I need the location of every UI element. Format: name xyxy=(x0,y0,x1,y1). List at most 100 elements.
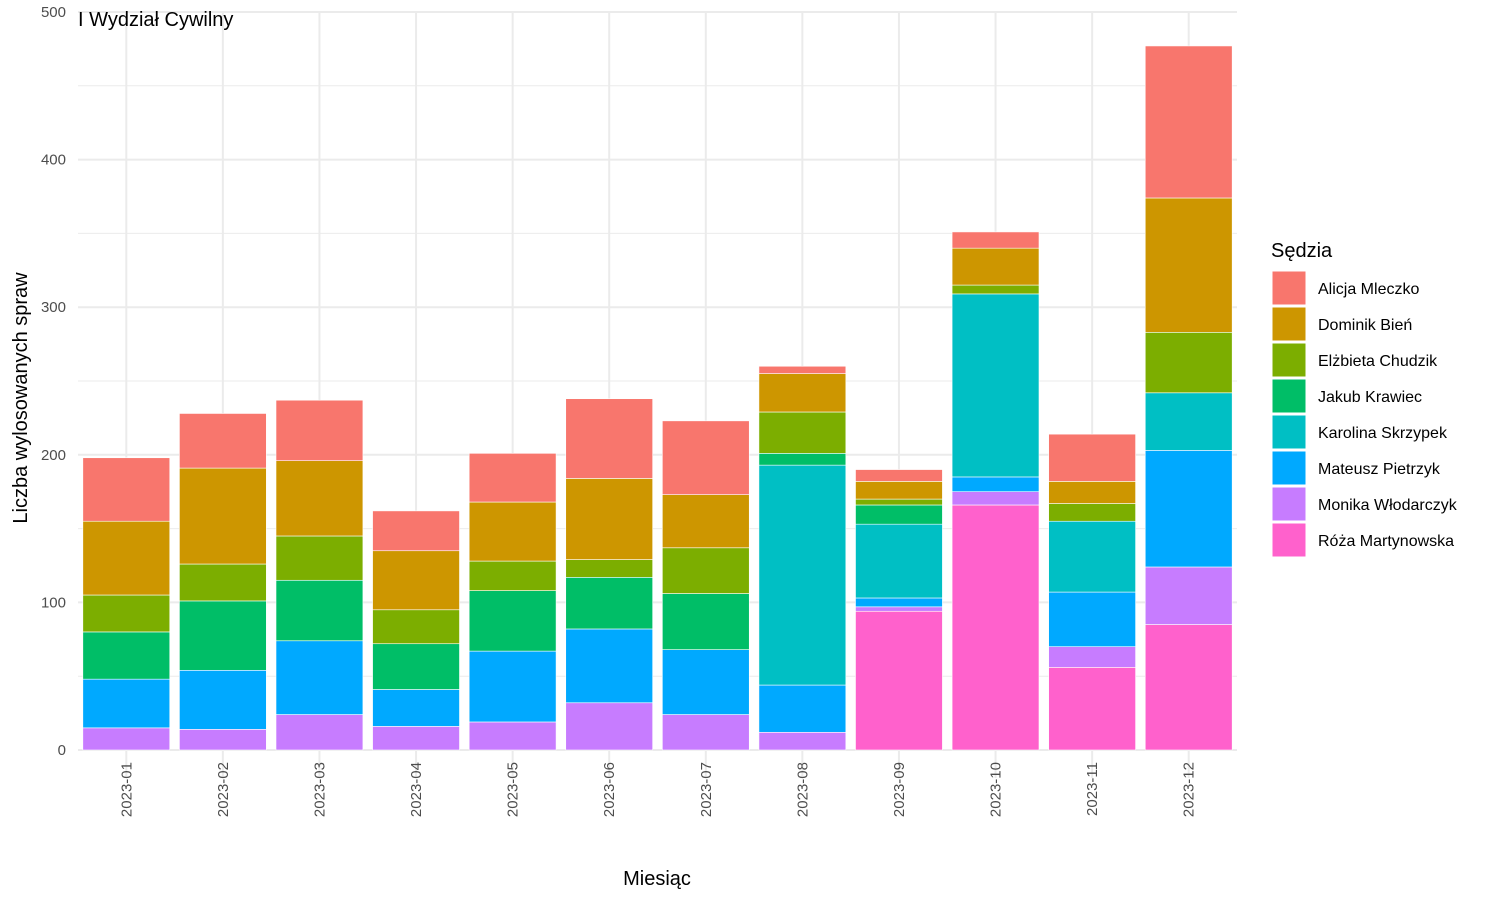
bar-segment xyxy=(951,231,1040,249)
grid-minor xyxy=(78,85,1237,677)
bar-segment xyxy=(951,284,1040,295)
bar-segment xyxy=(82,594,171,633)
bar-segment xyxy=(275,714,364,751)
bar-segment xyxy=(1144,331,1233,394)
x-tick-label: 2023-07 xyxy=(698,762,715,817)
bars xyxy=(82,45,1233,751)
y-tick-label: 0 xyxy=(58,742,66,759)
bar-segment xyxy=(1144,450,1233,568)
bar-segment xyxy=(82,678,171,729)
legend-label: Karolina Skrzypek xyxy=(1318,425,1448,442)
x-tick-label: 2023-12 xyxy=(1181,762,1198,817)
bar-segment xyxy=(372,689,460,727)
x-tick-label: 2023-01 xyxy=(118,762,135,817)
bar-segment xyxy=(1144,566,1233,625)
bar-segment xyxy=(758,453,847,466)
bar-segment xyxy=(565,398,653,479)
bar-segment xyxy=(662,649,750,715)
bar-segment xyxy=(662,714,750,751)
legend-swatch xyxy=(1271,378,1307,414)
x-tick-label: 2023-09 xyxy=(891,762,908,817)
bar-segment xyxy=(372,726,460,751)
bar-segment xyxy=(275,460,364,537)
bar-segment xyxy=(951,504,1040,751)
y-tick-label: 400 xyxy=(41,152,66,169)
bar-segment xyxy=(855,469,943,482)
bar-segment xyxy=(855,523,943,599)
bar-segment xyxy=(565,628,653,704)
y-tick-label: 200 xyxy=(41,447,66,464)
bar-segment xyxy=(758,373,847,413)
bar-segment xyxy=(1048,433,1136,482)
bar-segment xyxy=(855,597,943,608)
bar-segment xyxy=(1048,520,1136,593)
bar-segment xyxy=(662,494,750,549)
bar-segment xyxy=(855,481,943,500)
bar-segment xyxy=(1048,646,1136,668)
bar-segment xyxy=(468,590,557,652)
bar-segment xyxy=(1144,45,1233,199)
bar-segment xyxy=(565,577,653,630)
legend-swatch xyxy=(1271,306,1307,342)
bar-segment xyxy=(372,510,460,552)
bar-segment xyxy=(758,365,847,374)
legend-label: Dominik Bień xyxy=(1318,317,1412,334)
x-tick-label: 2023-10 xyxy=(988,762,1005,817)
legend-swatch xyxy=(1271,522,1307,558)
bar-segment xyxy=(758,411,847,454)
bar-segment xyxy=(82,631,171,680)
bar-segment xyxy=(1048,503,1136,522)
bar-segment xyxy=(372,643,460,690)
bar-segment xyxy=(758,464,847,686)
bar-segment xyxy=(1048,591,1136,647)
bar-segment xyxy=(1048,667,1136,751)
bar-segment xyxy=(951,491,1040,506)
y-tick-label: 500 xyxy=(41,4,66,21)
bar-segment xyxy=(662,420,750,495)
x-tick-label: 2023-08 xyxy=(794,762,811,817)
bar-segment xyxy=(565,702,653,751)
legend-label: Elżbieta Chudzik xyxy=(1318,353,1438,370)
x-tick-label: 2023-02 xyxy=(215,762,232,817)
bar-segment xyxy=(662,593,750,650)
bar-segment xyxy=(468,560,557,591)
bar-segment xyxy=(275,399,364,462)
bar-segment xyxy=(855,498,943,506)
x-tick-label: 2023-03 xyxy=(311,762,328,817)
bar-segment xyxy=(951,476,1040,493)
x-tick-label: 2023-11 xyxy=(1084,762,1101,816)
bar-segment xyxy=(179,467,267,565)
bar-segment xyxy=(468,453,557,503)
bar-segment xyxy=(468,501,557,562)
bar-segment xyxy=(275,579,364,642)
legend: Sędzia Alicja Mleczko Dominik Bień Elżbiet… xyxy=(1271,240,1458,558)
bar-segment xyxy=(179,563,267,602)
bar-segment xyxy=(951,293,1040,478)
legend-swatch xyxy=(1271,486,1307,522)
y-axis-ticks: 0 100 200 300 400 500 xyxy=(41,4,66,759)
x-axis-title: Miesiąc xyxy=(623,868,691,890)
legend-label: Alicja Mleczko xyxy=(1318,281,1419,298)
bar-segment xyxy=(565,559,653,578)
bar-segment xyxy=(468,721,557,751)
x-tick-label: 2023-06 xyxy=(601,762,618,817)
bar-segment xyxy=(1144,392,1233,451)
bar-segment xyxy=(855,610,943,751)
x-axis-ticks: 2023-01 2023-02 2023-03 2023-04 2023-05 2023-… xyxy=(118,762,1197,817)
y-tick-label: 100 xyxy=(41,594,66,611)
bar-segment xyxy=(758,731,847,751)
bar-segment xyxy=(855,504,943,525)
bar-segment xyxy=(372,609,460,645)
legend-label: Róża Martynowska xyxy=(1318,533,1454,550)
bar-segment xyxy=(179,729,267,751)
bar-segment xyxy=(468,650,557,723)
bar-segment xyxy=(82,727,171,751)
bar-segment xyxy=(179,669,267,730)
bar-segment xyxy=(662,547,750,594)
chart-title: I Wydział Cywilny xyxy=(78,9,233,31)
bar-segment xyxy=(179,413,267,469)
x-tick-label: 2023-04 xyxy=(408,762,425,817)
bar-segment xyxy=(758,684,847,733)
bar-segment xyxy=(855,606,943,612)
